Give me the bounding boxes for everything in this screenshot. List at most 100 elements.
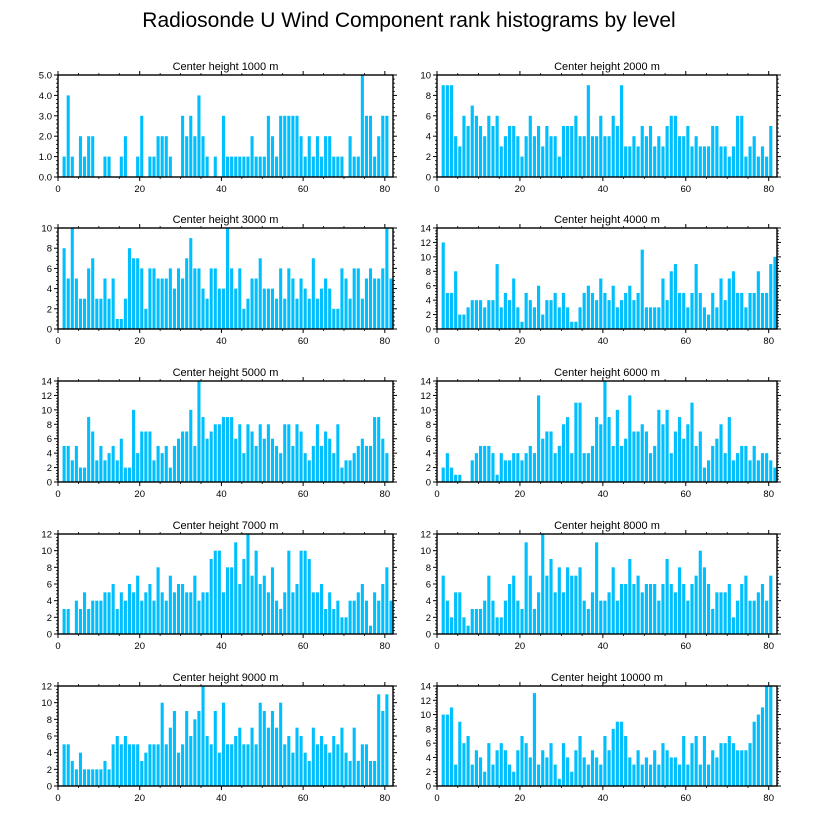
bar bbox=[503, 600, 507, 634]
bar bbox=[507, 584, 512, 634]
bar bbox=[628, 757, 632, 786]
bar bbox=[566, 757, 570, 786]
bar bbox=[765, 156, 769, 177]
bar bbox=[119, 318, 123, 329]
panel-title: Center height 8000 m bbox=[554, 520, 660, 532]
plot-frame bbox=[436, 227, 778, 330]
y-tick-label: 8 bbox=[47, 715, 52, 726]
bar bbox=[707, 314, 711, 329]
bar bbox=[221, 288, 225, 329]
bar bbox=[474, 300, 478, 329]
bar bbox=[545, 431, 549, 482]
bar bbox=[377, 417, 381, 482]
bar bbox=[336, 424, 340, 482]
bar bbox=[324, 431, 328, 482]
bar bbox=[603, 736, 607, 786]
x-tick-label: 0 bbox=[55, 641, 60, 652]
bar bbox=[752, 292, 756, 329]
bar bbox=[91, 431, 95, 482]
bar bbox=[449, 85, 454, 177]
bar bbox=[205, 298, 209, 329]
bar bbox=[756, 460, 760, 482]
bar bbox=[648, 126, 653, 177]
bar bbox=[528, 757, 532, 786]
y-tick-label: 3.0 bbox=[39, 111, 52, 122]
bar bbox=[707, 764, 711, 786]
bar bbox=[381, 438, 385, 482]
bar bbox=[319, 736, 324, 786]
bar bbox=[516, 136, 520, 177]
bar bbox=[673, 592, 677, 634]
bar bbox=[723, 743, 727, 786]
bar bbox=[653, 750, 657, 786]
bar bbox=[561, 743, 566, 786]
bar bbox=[586, 85, 590, 177]
bar bbox=[557, 307, 561, 329]
bar bbox=[711, 609, 715, 634]
bar bbox=[661, 584, 665, 634]
panel-7: Center height 7000 m 0 2 4 6 8 10 12 0 20 40 60 80 bbox=[41, 520, 397, 652]
bar bbox=[103, 761, 107, 786]
x-tick-label: 0 bbox=[434, 641, 439, 652]
y-tick-label: 1.0 bbox=[39, 152, 52, 163]
bar bbox=[140, 268, 144, 329]
bar bbox=[441, 85, 445, 177]
bar bbox=[230, 268, 234, 329]
bar bbox=[512, 771, 516, 786]
y-tick-label: 10 bbox=[420, 546, 431, 557]
bar bbox=[152, 600, 156, 634]
y-tick-label: 4 bbox=[47, 748, 52, 759]
bar bbox=[707, 584, 711, 634]
bar bbox=[266, 592, 270, 634]
bar bbox=[242, 453, 246, 482]
bar bbox=[103, 460, 107, 482]
bar bbox=[769, 264, 773, 329]
bar bbox=[197, 268, 201, 329]
y-tick-label: 12 bbox=[420, 696, 431, 707]
bar bbox=[454, 474, 458, 482]
x-tick-label: 20 bbox=[515, 641, 526, 652]
bar bbox=[653, 584, 657, 634]
bar bbox=[657, 600, 661, 634]
bar bbox=[445, 714, 449, 786]
bar bbox=[352, 600, 356, 634]
y-tick-label: 8 bbox=[47, 563, 52, 574]
bar bbox=[123, 298, 127, 329]
bar bbox=[311, 156, 315, 177]
bar bbox=[719, 278, 723, 329]
bar bbox=[748, 146, 752, 177]
bar bbox=[373, 417, 377, 482]
bar bbox=[168, 467, 172, 482]
y-tick-label: 5.0 bbox=[39, 71, 52, 82]
bar bbox=[520, 460, 524, 482]
bar bbox=[356, 268, 360, 329]
y-tick-label: 10 bbox=[420, 71, 431, 82]
y-tick-label: 2 bbox=[47, 304, 52, 315]
x-tick-label: 20 bbox=[134, 641, 145, 652]
y-tick-label: 6 bbox=[47, 434, 52, 445]
bar bbox=[470, 609, 474, 634]
bar bbox=[756, 592, 760, 634]
plot-frame bbox=[57, 74, 394, 178]
bar bbox=[344, 278, 348, 329]
bar bbox=[299, 136, 303, 177]
bar bbox=[495, 264, 499, 329]
bar bbox=[127, 467, 132, 482]
bar bbox=[474, 115, 478, 177]
bar bbox=[512, 126, 516, 177]
bar bbox=[611, 728, 615, 786]
bar bbox=[507, 300, 512, 329]
y-tick-label: 4 bbox=[47, 284, 52, 295]
bar bbox=[657, 764, 661, 786]
bar bbox=[275, 600, 279, 634]
x-tick-label: 0 bbox=[55, 336, 60, 347]
bar bbox=[201, 686, 205, 786]
y-tick-label: 8 bbox=[426, 563, 431, 574]
bar bbox=[458, 721, 462, 786]
bar bbox=[270, 567, 275, 634]
bar bbox=[711, 126, 715, 177]
bar bbox=[340, 268, 344, 329]
bar bbox=[250, 575, 254, 634]
bar bbox=[727, 278, 731, 329]
bar bbox=[287, 550, 291, 634]
